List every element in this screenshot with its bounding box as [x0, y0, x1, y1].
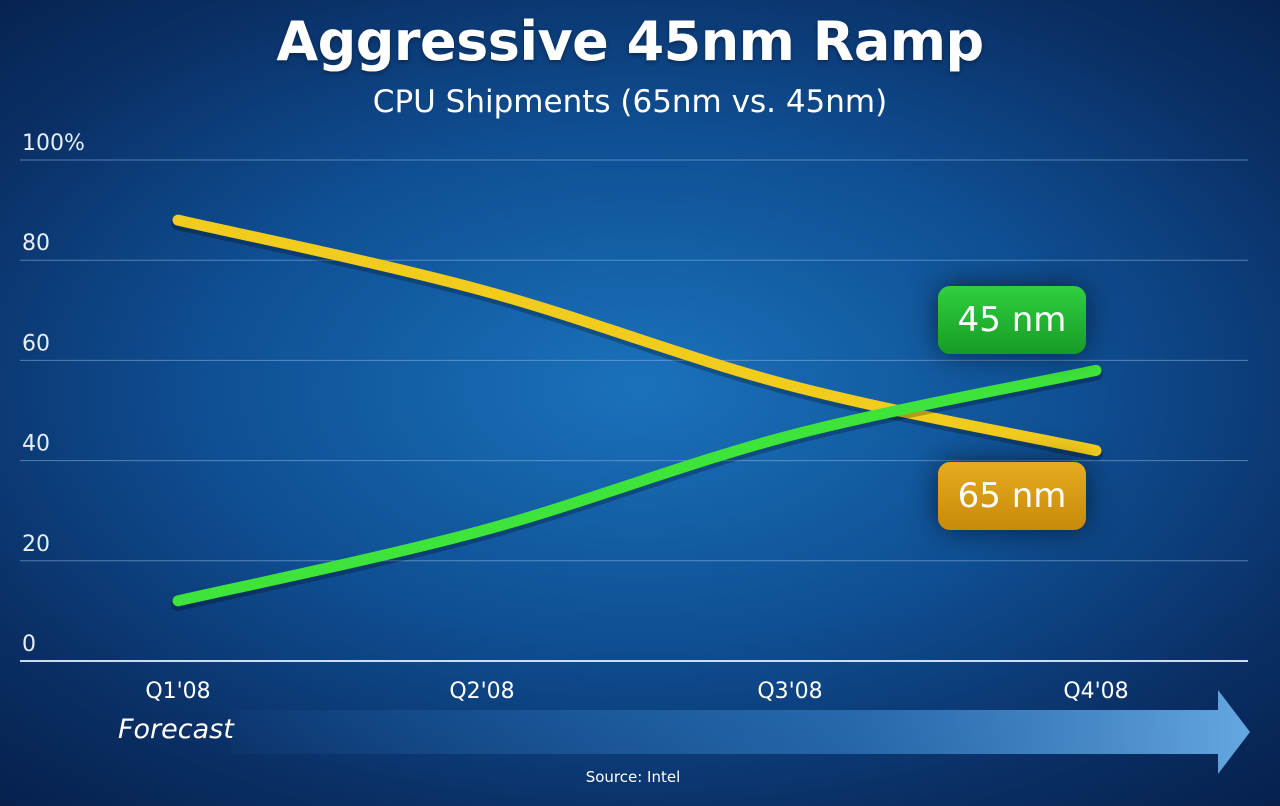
- y-tick-label: 40: [22, 432, 50, 457]
- series-line-45nm: [172, 364, 1102, 607]
- y-tick-label: 0: [22, 632, 36, 657]
- y-tick-label: 20: [22, 532, 50, 557]
- forecast-label: Forecast: [118, 714, 234, 745]
- legend-badge-65nm: 65 nm: [938, 462, 1086, 530]
- x-tick-label: Q3'08: [757, 679, 822, 704]
- series-line-65nm: [172, 214, 1102, 457]
- legend-badge-45nm: 45 nm: [938, 286, 1086, 354]
- x-tick-label: Q4'08: [1063, 679, 1128, 704]
- x-tick-label: Q2'08: [449, 679, 514, 704]
- timeline-arrow: [230, 690, 1250, 774]
- y-tick-label: 100%: [22, 131, 85, 156]
- y-tick-label: 80: [22, 231, 50, 256]
- chart-subtitle: CPU Shipments (65nm vs. 45nm): [372, 84, 888, 120]
- source-note: Source: Intel: [585, 768, 681, 786]
- chart-title: Aggressive 45nm Ramp: [276, 10, 984, 73]
- x-tick-label: Q1'08: [145, 679, 210, 704]
- y-tick-label: 60: [22, 331, 50, 356]
